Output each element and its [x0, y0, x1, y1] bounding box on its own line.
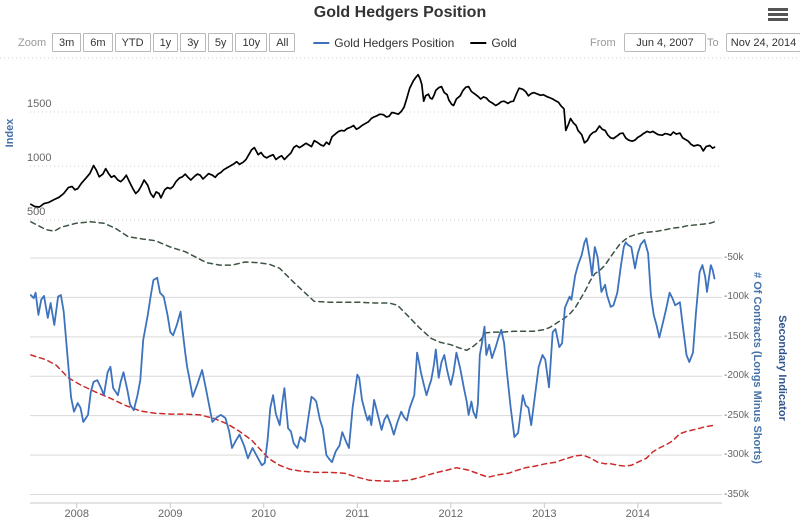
y-axis-tick-label: -300k: [724, 449, 750, 461]
zoom-button-6m[interactable]: 6m: [83, 33, 113, 52]
y-axis-tick-label: -250k: [724, 409, 750, 421]
y-axis-tick-label: -100k: [724, 291, 750, 303]
to-date-input[interactable]: [726, 33, 800, 52]
zoom-button-all[interactable]: All: [269, 33, 296, 52]
zoom-button-3m[interactable]: 3m: [52, 33, 82, 52]
y-axis-tick-label: -200k: [724, 370, 750, 382]
legend: Gold Hedgers Position Gold: [313, 36, 517, 50]
hamburger-menu-icon[interactable]: [768, 8, 788, 23]
series-upper-band-dashed: [30, 221, 716, 352]
y-axis-tick-label: 500: [27, 206, 46, 218]
zoom-button-5y[interactable]: 5y: [207, 33, 234, 52]
to-label: To: [707, 37, 719, 49]
left-axis-title: Index: [4, 118, 16, 148]
hamburger-bar: [768, 8, 788, 11]
zoom-label: Zoom: [18, 37, 47, 49]
right-axis-title-secondary: Secondary Indicator: [776, 315, 788, 421]
y-axis-tick-label: -150k: [724, 330, 750, 342]
x-axis-tick-label: 2010: [251, 508, 277, 520]
x-axis-tick-label: 2013: [532, 508, 557, 520]
legend-marker-icon: [313, 42, 330, 44]
hamburger-bar: [768, 18, 788, 21]
x-axis-tick-label: 2011: [345, 508, 370, 520]
x-axis-tick-label: 2009: [158, 508, 183, 520]
zoom-button-group: 3m 6m YTD 1y 3y 5y 10y All: [52, 33, 296, 52]
series-gold-hedgers-position: [29, 237, 716, 467]
legend-label: Gold: [491, 36, 517, 50]
from-label: From: [590, 37, 616, 49]
zoom-button-1y[interactable]: 1y: [152, 33, 179, 52]
series-lower-band-dashed: [30, 354, 716, 482]
y-axis-tick-label: -350k: [724, 488, 750, 500]
from-date-input[interactable]: [624, 33, 706, 52]
y-axis-tick-label: -50k: [724, 252, 744, 264]
zoom-button-ytd[interactable]: YTD: [114, 33, 151, 52]
legend-item-gold[interactable]: Gold: [470, 36, 517, 50]
legend-label: Gold Hedgers Position: [334, 36, 455, 50]
series-gold: [30, 73, 716, 208]
x-axis-tick-label: 2012: [438, 508, 464, 520]
y-axis-tick-label: 1500: [27, 98, 52, 110]
legend-marker-icon: [470, 42, 487, 44]
y-axis-tick-label: 1000: [27, 152, 52, 164]
zoom-button-10y[interactable]: 10y: [235, 33, 268, 52]
x-axis-tick-label: 2008: [64, 508, 89, 520]
x-axis-tick-label: 2014: [625, 508, 651, 520]
right-axis-title-contracts: # Of Contracts (Longs Minus Shorts): [751, 272, 763, 464]
zoom-button-3y[interactable]: 3y: [180, 33, 206, 52]
legend-item-gold-hedgers-position[interactable]: Gold Hedgers Position: [313, 36, 454, 50]
page-title: Gold Hedgers Position: [313, 4, 487, 21]
hamburger-bar: [768, 13, 788, 16]
